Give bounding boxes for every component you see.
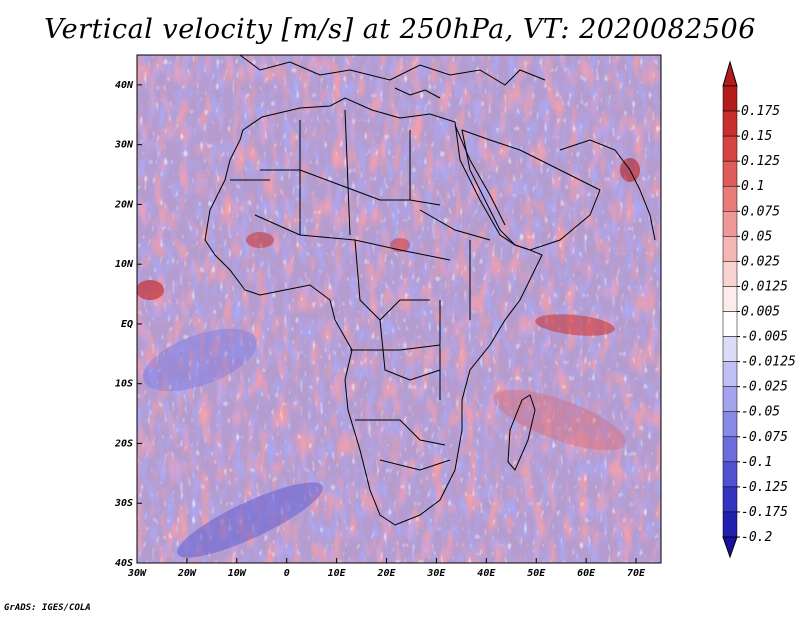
x-axis: 30W 20W 10W 0 10E 20E 30E 40E 50E 60E 70E bbox=[127, 558, 646, 579]
colorbar-segment bbox=[722, 236, 738, 262]
y-tick-label: 30N bbox=[114, 140, 134, 151]
colorbar-label: 0.0125 bbox=[741, 279, 788, 294]
colorbar-bottom-arrow bbox=[722, 536, 738, 559]
x-tick-label: 10W bbox=[228, 568, 247, 579]
colorbar-segment bbox=[722, 135, 738, 162]
colorbar-label: 0.15 bbox=[741, 129, 772, 144]
colorbar-segment bbox=[722, 336, 738, 362]
x-tick-label: 60E bbox=[577, 568, 596, 579]
colorbar-segment bbox=[722, 185, 738, 212]
colorbar-label: 0.175 bbox=[741, 104, 780, 119]
colorbar-label: 0.05 bbox=[741, 229, 772, 244]
x-tick-label: 20E bbox=[376, 568, 396, 579]
colorbar: 0.175 0.15 0.125 0.1 0.075 0.05 0.025 0.0125 0.0… bbox=[722, 60, 796, 559]
coastlines bbox=[204, 55, 656, 526]
colorbar-top-arrow bbox=[722, 60, 738, 87]
colorbar-segment bbox=[722, 311, 738, 337]
x-tick-label: 0 bbox=[284, 568, 290, 579]
y-tick-label: 20N bbox=[114, 199, 134, 210]
x-tick-label: 50E bbox=[527, 568, 546, 579]
colorbar-segment bbox=[722, 110, 738, 137]
plot-frame bbox=[136, 54, 662, 564]
colorbar-segment bbox=[722, 286, 738, 312]
colorbar-label: 0.025 bbox=[741, 254, 780, 269]
colorbar-label: -0.175 bbox=[741, 505, 788, 520]
colorbar-segment bbox=[722, 160, 738, 187]
y-tick-label: EQ bbox=[121, 319, 133, 330]
colorbar-segment bbox=[722, 85, 738, 112]
colorbar-label: -0.005 bbox=[741, 330, 788, 345]
colorbar-label: -0.125 bbox=[741, 480, 788, 495]
colorbar-segment bbox=[722, 411, 738, 438]
colorbar-label: -0.025 bbox=[741, 380, 788, 395]
x-tick-label: 30E bbox=[426, 568, 446, 579]
colorbar-label: 0.1 bbox=[741, 179, 764, 194]
x-tick-label: 30W bbox=[127, 568, 147, 579]
y-tick-label: 10N bbox=[115, 259, 134, 270]
y-tick-label: 20S bbox=[114, 438, 133, 449]
colorbar-segment bbox=[722, 511, 738, 538]
colorbar-label: 0.005 bbox=[741, 305, 780, 320]
colorbar-segment bbox=[722, 211, 738, 237]
x-tick-label: 70E bbox=[627, 568, 646, 579]
colorbar-segment bbox=[722, 361, 738, 387]
colorbar-segment bbox=[722, 436, 738, 463]
y-tick-label: 40N bbox=[115, 80, 134, 91]
y-tick-label: 10S bbox=[115, 379, 133, 390]
page-title: Vertical velocity [m/s] at 250hPa, VT: 2… bbox=[44, 14, 756, 45]
y-tick-label: 40S bbox=[115, 558, 133, 569]
colorbar-label: -0.075 bbox=[741, 430, 788, 445]
y-axis: 40N 30N 20N 10N EQ 10S 20S 30S 40S bbox=[114, 80, 142, 569]
x-tick-label: 40E bbox=[477, 568, 496, 579]
colorbar-label: -0.2 bbox=[741, 530, 772, 545]
colorbar-segment bbox=[722, 261, 738, 287]
colorbar-segment bbox=[722, 386, 738, 412]
footer-credit: GrADS: IGES/COLA bbox=[4, 603, 91, 613]
y-tick-label: 30S bbox=[114, 498, 133, 509]
x-tick-label: 10E bbox=[328, 568, 347, 579]
colorbar-segment bbox=[722, 461, 738, 488]
velocity-field bbox=[137, 55, 661, 563]
colorbar-label: 0.125 bbox=[741, 154, 780, 169]
colorbar-label: 0.075 bbox=[741, 204, 780, 219]
colorbar-label: -0.1 bbox=[741, 455, 772, 470]
x-tick-label: 20W bbox=[177, 568, 197, 579]
colorbar-segment bbox=[722, 486, 738, 513]
colorbar-label: -0.0125 bbox=[741, 355, 796, 370]
colorbar-label: -0.05 bbox=[741, 405, 780, 420]
